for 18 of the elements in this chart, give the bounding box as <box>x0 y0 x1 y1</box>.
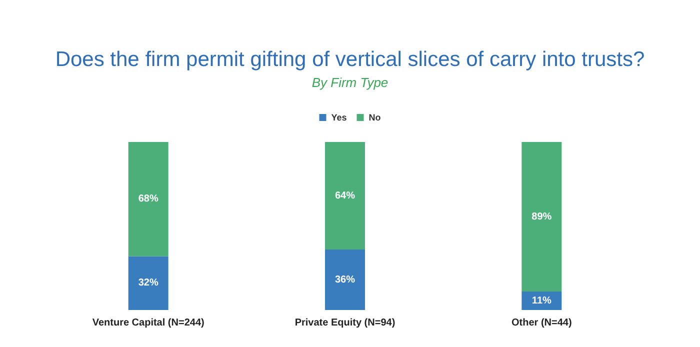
x-tick-label: Venture Capital (N=244) <box>92 318 204 328</box>
legend-label: No <box>368 112 382 122</box>
chart-title: Does the firm permit gifting of vertical slices of carry into trusts? <box>55 48 645 71</box>
data-label: 11% <box>532 295 552 306</box>
x-tick-label: Other (N=44) <box>512 318 572 328</box>
bar <box>325 142 365 250</box>
data-label: 32% <box>138 278 158 289</box>
bar <box>522 142 562 292</box>
bar <box>325 250 365 310</box>
legend-label: Yes <box>331 112 347 122</box>
data-label: 89% <box>532 211 552 222</box>
data-label: 64% <box>334 190 356 202</box>
data-label: 68% <box>138 194 158 205</box>
bar <box>128 142 168 256</box>
data-label: 36% <box>334 274 356 286</box>
x-tick-label: Private Equity (N=94) <box>294 318 396 328</box>
chart-subtitle: By Firm Type <box>312 75 388 90</box>
bar <box>128 256 168 310</box>
